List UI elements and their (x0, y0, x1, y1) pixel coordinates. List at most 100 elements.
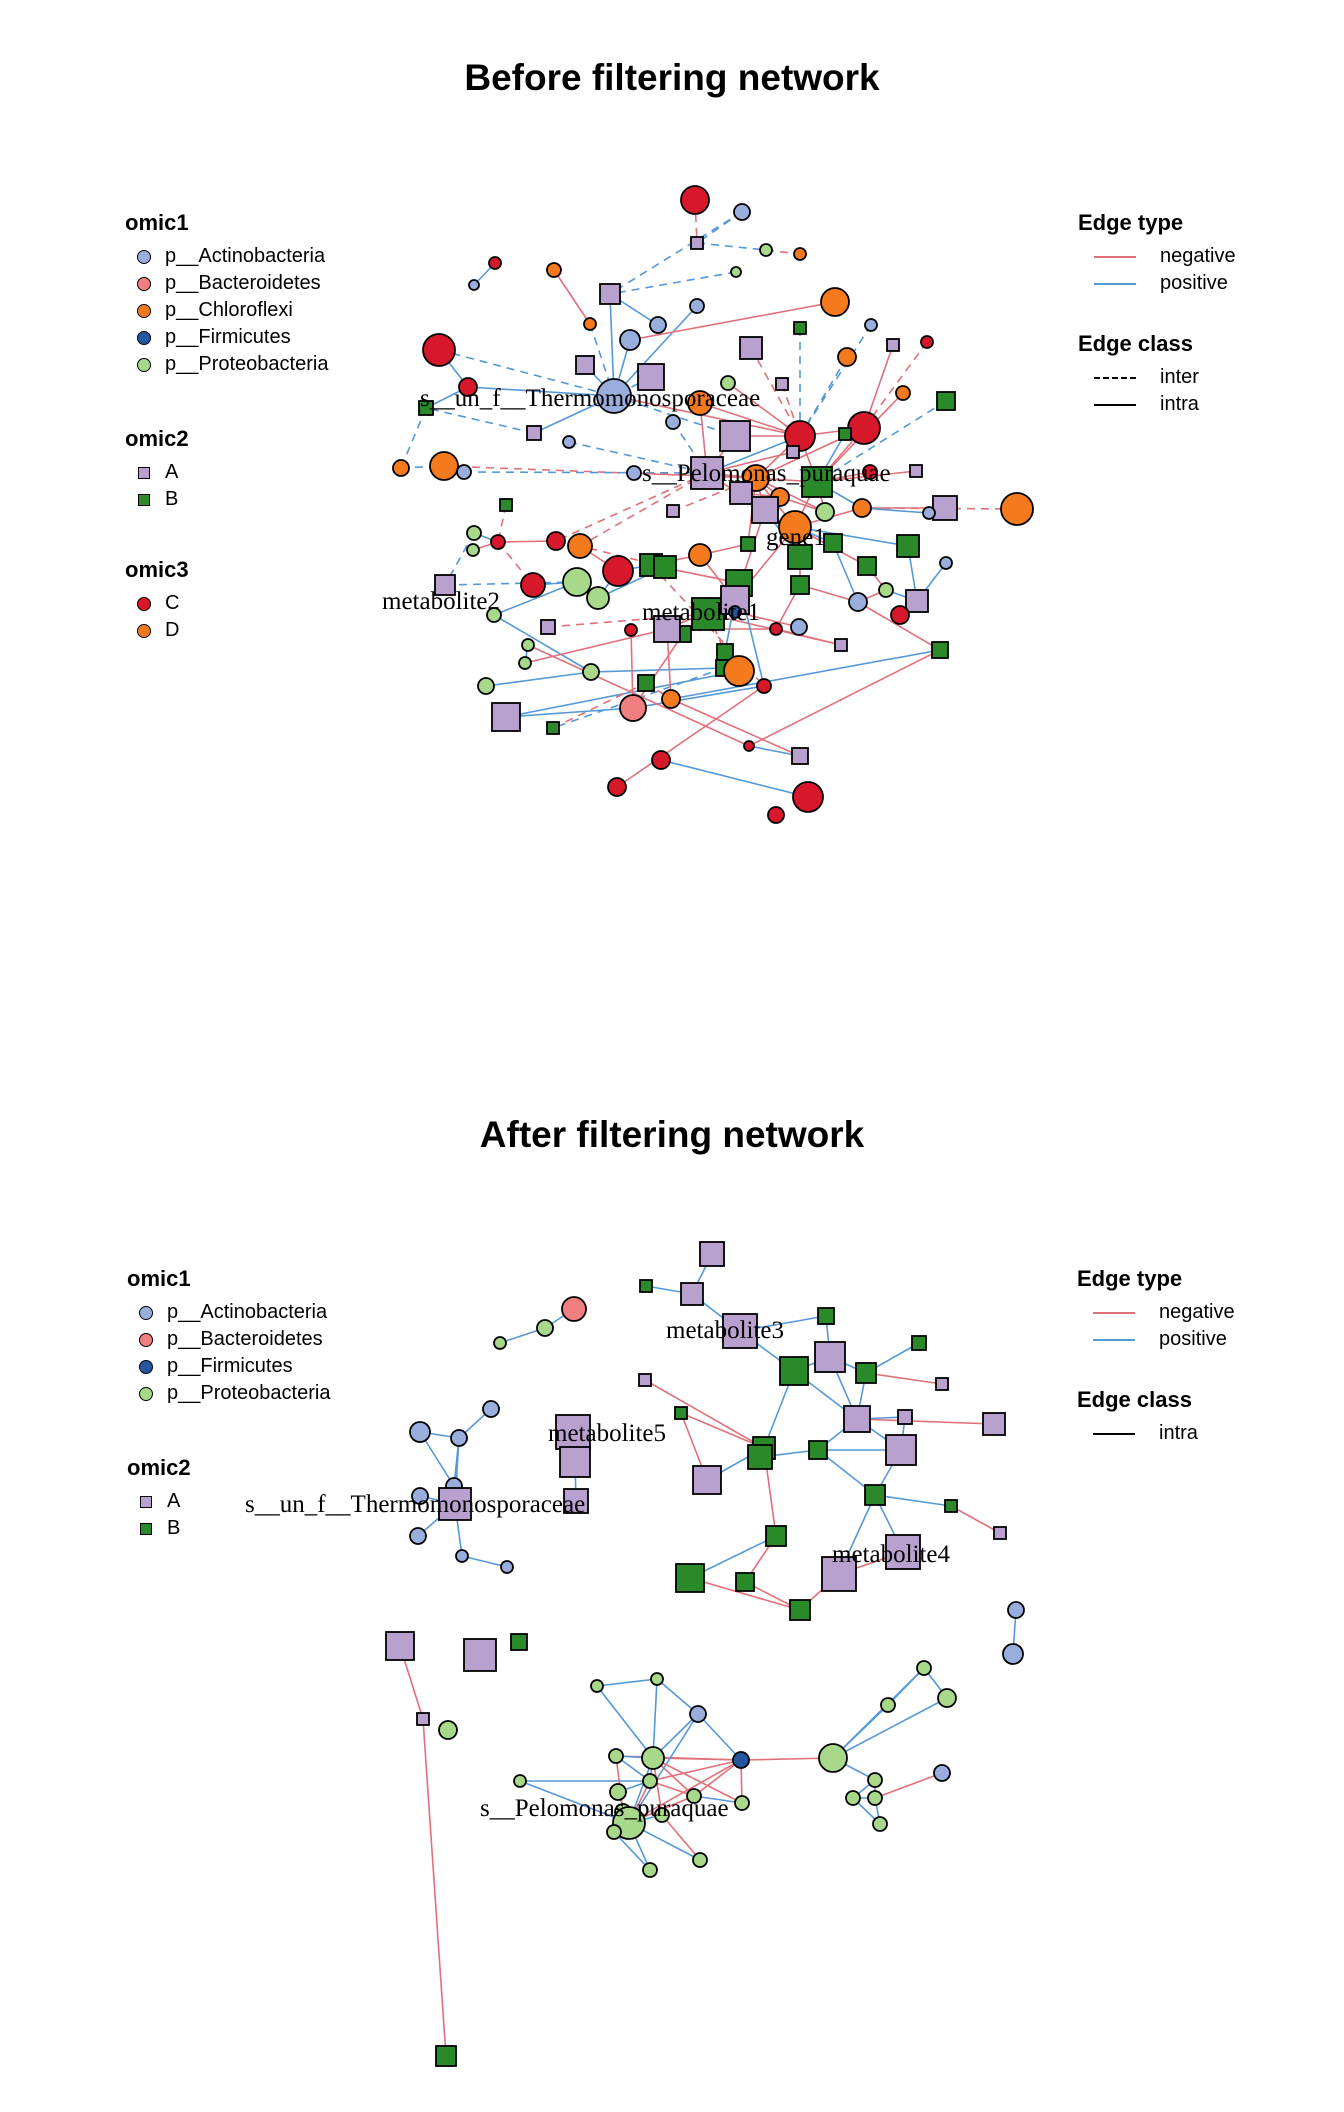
circle-node (784, 420, 816, 452)
positive-edge (485, 671, 592, 687)
positive-edge (794, 526, 909, 547)
square-node (739, 336, 763, 360)
negative-edge (547, 613, 709, 628)
legend-edges: Edge type negative positive Edge class i… (1078, 210, 1236, 444)
square-node (674, 1406, 688, 1420)
positive-edge (613, 1831, 651, 1871)
circle-node (642, 1773, 658, 1789)
circle-node (661, 689, 681, 709)
square-node (499, 498, 513, 512)
positive-edge (568, 441, 708, 474)
node-label: gene1 (766, 524, 826, 551)
legend-label: positive (1159, 1328, 1227, 1350)
circle-node (720, 375, 736, 391)
square-node (886, 338, 900, 352)
legend-circle-icon (139, 1305, 153, 1320)
circle-node (513, 1774, 527, 1788)
legend-item: positive (1077, 1326, 1235, 1353)
circle-node (466, 543, 480, 557)
legend-omics: omic1 p__Actinobacteria p__Bacteroidetes… (125, 210, 328, 670)
legend-group-edge-type: Edge type negative positive (1077, 1266, 1235, 1353)
legend-item: inter (1078, 364, 1236, 391)
circle-node (793, 247, 807, 261)
legend-label: p__Actinobacteria (167, 1301, 328, 1323)
negative-edge (552, 682, 647, 729)
circle-node (687, 390, 713, 416)
legend-label: C (165, 592, 180, 614)
legend-label: negative (1160, 245, 1236, 267)
node-layer (385, 1241, 1025, 2067)
network-graph: s__un_f__Thermomonosporaceae s__Pelomona… (382, 185, 1034, 824)
positive-line-icon (1094, 282, 1136, 285)
legend-group-edge-class: Edge class intra (1077, 1387, 1235, 1447)
square-node (526, 425, 542, 441)
square-node (599, 283, 621, 305)
square-node (699, 1241, 725, 1267)
legend-group-edge-class: Edge class inter intra (1078, 331, 1236, 418)
legend-circle-icon (137, 596, 151, 611)
solid-line-icon (1094, 403, 1136, 406)
circle-node (562, 567, 592, 597)
legend-group-omic1: omic1 p__Actinobacteria p__Bacteroidetes… (125, 210, 328, 378)
circle-node (723, 655, 755, 687)
negative-edge (629, 301, 836, 341)
circle-node (619, 329, 641, 351)
circle-node (686, 1788, 702, 1804)
legend-label: p__Actinobacteria (165, 245, 326, 267)
legend-circle-icon (137, 623, 151, 638)
legend-item: intra (1078, 391, 1236, 418)
legend-heading: Edge class (1077, 1387, 1192, 1412)
positive-edge (874, 1494, 952, 1507)
square-node (838, 427, 852, 441)
square-node (729, 481, 753, 505)
square-node (653, 615, 681, 643)
circle-node (767, 806, 785, 824)
negative-edge (644, 1379, 765, 1449)
legend-item: A (125, 459, 328, 486)
circle-node (692, 1852, 708, 1868)
legend-item: positive (1078, 270, 1236, 297)
legend-circle-icon (139, 1359, 153, 1374)
square-node (751, 496, 779, 524)
circle-node (590, 1679, 604, 1693)
negative-edge (863, 341, 928, 429)
legend-item: B (127, 1515, 330, 1542)
circle-node (818, 1743, 848, 1773)
legend-square-icon (138, 493, 150, 506)
circle-node (743, 740, 755, 752)
legend-heading: omic2 (127, 1455, 191, 1480)
square-node (909, 464, 923, 478)
legend-label: intra (1160, 393, 1199, 415)
square-node (690, 456, 724, 490)
node-label: s__un_f__Thermomonosporaceae (245, 1491, 585, 1518)
square-node (418, 400, 434, 416)
circle-node (422, 333, 456, 367)
square-node (787, 544, 813, 570)
circle-node (895, 385, 911, 401)
square-node (653, 555, 677, 579)
negative-edge (856, 1418, 995, 1425)
legend-heading: omic2 (125, 426, 189, 451)
legend-label: p__Bacteroidetes (165, 272, 321, 294)
legend-circle-icon (137, 330, 151, 345)
negative-line-icon (1094, 255, 1136, 258)
negative-edge (865, 1372, 943, 1385)
negative-edge (616, 685, 765, 788)
legend-item: p__Proteobacteria (125, 351, 328, 378)
circle-node (730, 266, 742, 278)
circle-node (521, 638, 535, 652)
negative-edge (661, 1814, 701, 1861)
negative-edge (579, 472, 708, 547)
square-node (931, 641, 949, 659)
circle-node (488, 256, 502, 270)
circle-node (411, 1487, 429, 1505)
square-node (740, 536, 756, 552)
negative-edge (524, 628, 668, 664)
positive-edge (467, 386, 615, 397)
negative-edge (740, 1757, 834, 1761)
legend-item: negative (1078, 243, 1236, 270)
before-filtering-panel: Before filtering network s__un_f__Thermo… (0, 0, 1344, 1040)
positive-edge (652, 1678, 658, 1759)
square-node (463, 1638, 497, 1672)
circle-node (815, 502, 835, 522)
